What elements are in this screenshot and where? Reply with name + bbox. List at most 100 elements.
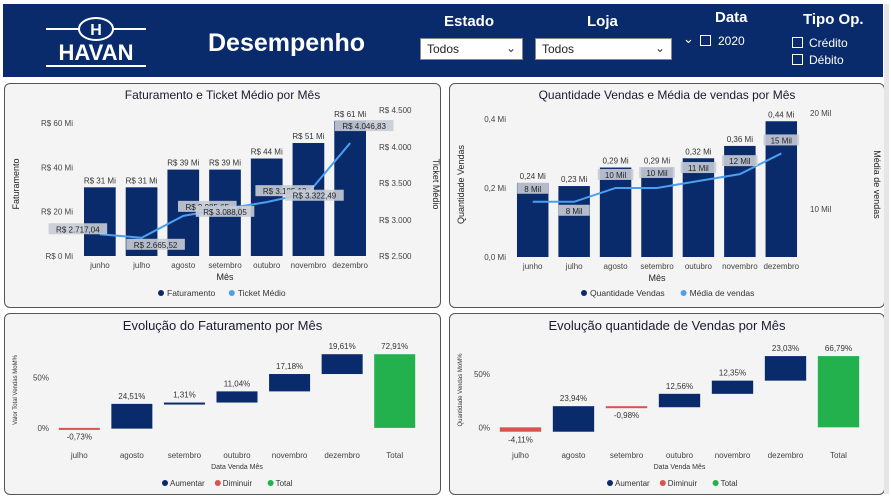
legend-marker bbox=[659, 480, 666, 486]
legend-marker bbox=[680, 290, 687, 296]
chevron-down-icon[interactable]: ⌄ bbox=[683, 31, 694, 46]
x-tick-label: outubro bbox=[253, 261, 281, 270]
x-tick-label: dezembro bbox=[768, 451, 804, 460]
line-label-bg bbox=[285, 189, 344, 201]
line-data-label: 12 Mil bbox=[729, 157, 751, 166]
credito-label: Crédito bbox=[809, 36, 848, 50]
y-axis-title: Quantidade Vendas MoM% bbox=[458, 353, 464, 427]
y-tick-label: R$ 20 Mi bbox=[41, 208, 73, 217]
bar-data-label: R$ 39 Mi bbox=[167, 159, 199, 168]
scrollbar[interactable] bbox=[884, 4, 889, 494]
estado-dropdown[interactable]: Todos ⌄ bbox=[420, 38, 523, 60]
data-label: Data bbox=[715, 9, 748, 26]
line-label-bg bbox=[597, 168, 634, 180]
line-data-label: R$ 3.088,05 bbox=[203, 208, 247, 217]
x-tick-label: Total bbox=[830, 451, 847, 460]
x-tick-label: julho bbox=[565, 262, 583, 271]
line-data-label: 15 Mil bbox=[771, 136, 793, 145]
line-data-label: R$ 4.046,83 bbox=[342, 122, 386, 131]
x-tick-label: outubro bbox=[685, 262, 713, 271]
legend-label: Total bbox=[276, 479, 293, 488]
line-data-label: R$ 2.665,52 bbox=[134, 241, 178, 250]
y2-tick-label: R$ 4.000 bbox=[379, 143, 412, 152]
waterfall-bar bbox=[605, 406, 648, 409]
panel-title: Evolução quantidade de Vendas por Mês bbox=[548, 318, 786, 333]
line-data-label: R$ 3.322,49 bbox=[293, 192, 337, 201]
havan-logo: H HAVAN bbox=[46, 17, 146, 67]
loja-label: Loja bbox=[587, 13, 618, 30]
y-tick-label: R$ 40 Mi bbox=[41, 163, 73, 172]
bar-data-label: 17,18% bbox=[276, 362, 303, 371]
bar bbox=[599, 167, 632, 257]
x-axis-title: Data Venda Mês bbox=[654, 464, 706, 471]
y-tick-label: 0% bbox=[37, 424, 49, 433]
bar bbox=[334, 120, 366, 256]
evolucao-faturamento-panel: Evolução do Faturamento por Mês 0% 50% Val… bbox=[4, 313, 441, 495]
estado-label: Estado bbox=[444, 13, 495, 30]
year-checkbox[interactable] bbox=[700, 35, 711, 46]
legend-marker bbox=[581, 290, 587, 296]
bar-data-label: 1,31% bbox=[173, 391, 196, 400]
x-tick-label: agosto bbox=[120, 451, 145, 460]
chevron-down-icon: ⌄ bbox=[505, 41, 516, 55]
legend-label: Aumentar bbox=[615, 479, 650, 488]
line-label-bg bbox=[680, 162, 717, 174]
legend-marker bbox=[228, 290, 235, 296]
x-tick-label: junho bbox=[89, 261, 110, 270]
quantidade-media-panel: Quantidade Vendas e Média de vendas por … bbox=[449, 83, 885, 308]
bar-data-label: R$ 61 Mi bbox=[334, 110, 366, 119]
bar-data-label: 72,91% bbox=[381, 342, 408, 351]
line-data-label: 10 Mil bbox=[646, 169, 668, 178]
panel-title: Faturamento e Ticket Médio por Mês bbox=[124, 88, 321, 102]
waterfall-bar bbox=[163, 402, 205, 405]
page-title: Desempenho bbox=[208, 29, 365, 57]
y-tick-label: 0,0 Mi bbox=[484, 253, 506, 262]
loja-dropdown[interactable]: Todos ⌄ bbox=[535, 38, 672, 60]
y2-tick-label: R$ 4.500 bbox=[379, 106, 412, 115]
credito-checkbox[interactable] bbox=[792, 37, 803, 48]
legend-label: Quantidade Vendas bbox=[590, 288, 665, 298]
legend-label: Total bbox=[721, 479, 738, 488]
chevron-down-icon: ⌄ bbox=[654, 41, 665, 55]
waterfall-bar bbox=[764, 356, 807, 381]
line-label-bg bbox=[517, 182, 549, 194]
bar bbox=[558, 186, 590, 257]
bar-data-label: R$ 31 Mi bbox=[126, 176, 158, 185]
waterfall-bar bbox=[499, 427, 542, 432]
y-axis-title: Valor Total Vendas MoM% bbox=[13, 354, 19, 424]
year-label: 2020 bbox=[718, 34, 745, 48]
legend-label: Diminuir bbox=[668, 479, 698, 488]
bar bbox=[84, 187, 116, 256]
header-bar: H HAVAN Desempenho Estado Todos ⌄ Loja T… bbox=[3, 4, 883, 77]
x-tick-label: setembro bbox=[610, 451, 644, 460]
legend-label: Diminuir bbox=[223, 479, 253, 488]
x-tick-label: novembro bbox=[722, 262, 758, 271]
legend-marker bbox=[607, 480, 613, 486]
x-axis-title: Data Venda Mês bbox=[211, 464, 263, 471]
x-axis-title: Mês bbox=[648, 273, 666, 283]
legend-marker bbox=[214, 480, 221, 486]
waterfall-bar bbox=[374, 354, 416, 428]
line-data-label: R$ 3.185,13 bbox=[263, 187, 307, 196]
legend-marker bbox=[162, 480, 168, 486]
line-label-bg bbox=[195, 205, 255, 217]
panel-title: Quantidade Vendas e Média de vendas por … bbox=[538, 88, 796, 102]
line-label-bg bbox=[255, 185, 315, 197]
bar-data-label: 66,79% bbox=[825, 344, 852, 353]
y-tick-label: 0% bbox=[478, 423, 490, 432]
waterfall-bar bbox=[269, 374, 311, 392]
line-label-bg bbox=[334, 120, 394, 132]
evolucao-quantidade-panel: Evolução quantidade de Vendas por Mês 0%… bbox=[449, 313, 885, 495]
estado-value: Todos bbox=[427, 42, 460, 56]
bar-data-label: 12,35% bbox=[719, 369, 746, 378]
x-tick-label: novembro bbox=[291, 261, 327, 270]
line-label-bg bbox=[126, 238, 185, 250]
bar-data-label: -4,11% bbox=[508, 436, 533, 445]
y2-tick-label: 10 Mil bbox=[810, 205, 832, 214]
line-data-label: 8 Mil bbox=[566, 207, 583, 216]
line-data-label: 10 Mil bbox=[605, 171, 627, 180]
debito-checkbox[interactable] bbox=[792, 54, 803, 65]
x-tick-label: Total bbox=[386, 451, 403, 460]
y-tick-label: 50% bbox=[474, 370, 490, 379]
y2-axis-title: Ticket Médio bbox=[431, 159, 441, 210]
